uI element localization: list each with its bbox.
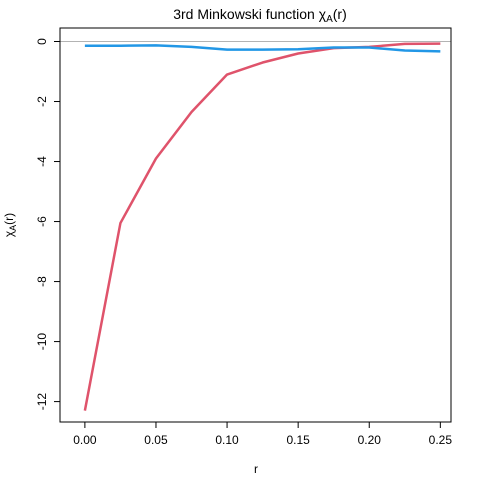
x-axis: 0.00 0.05 0.10 0.15 0.20 0.25 [73,421,453,447]
y-axis-label-subscript: A [8,225,18,231]
y-tick-label: 0 [35,38,49,45]
y-tick-label: -2 [35,96,49,107]
x-tick-label: 0.05 [144,433,168,447]
x-tick-label: 0.15 [286,433,310,447]
y-tick-label: -12 [35,393,49,411]
series-line-2 [84,44,441,53]
y-tick-label: -6 [35,216,49,227]
series-line-1 [83,42,441,411]
x-tick-label: 0.10 [215,433,239,447]
chart-title-suffix: (r) [333,6,347,22]
x-tick-label: 0.25 [429,433,453,447]
y-tick-label: -10 [35,333,49,351]
y-axis: 0 -2 -4 -6 -8 -10 -12 [35,38,61,411]
chart-title-symbol: χ [319,6,327,22]
x-axis-label: r [254,462,258,476]
series-layer [83,42,441,411]
y-axis-label-suffix: (r) [2,213,16,225]
y-axis-label: χA(r) [2,213,18,237]
chart-title: 3rd Minkowski function χA(r) [173,6,347,25]
y-tick-label: -4 [35,156,49,167]
chart-title-text: 3rd Minkowski function [173,6,319,22]
x-tick-label: 0.20 [358,433,382,447]
y-tick-label: -8 [35,276,49,287]
x-tick-label: 0.00 [73,433,97,447]
y-axis-label-symbol: χ [2,230,16,237]
chart-title-subscript: A [326,14,333,25]
